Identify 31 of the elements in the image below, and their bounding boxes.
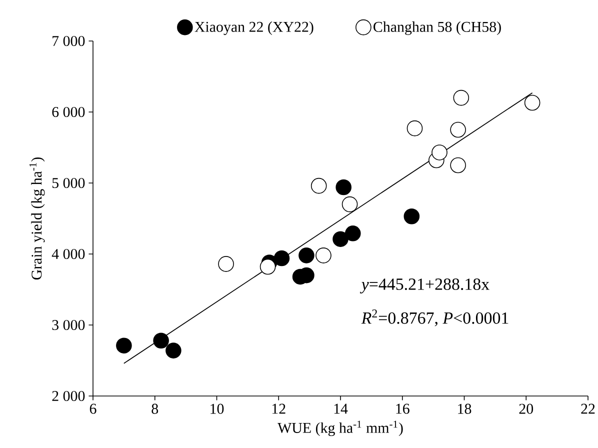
y-tick-label: 4 000: [52, 248, 85, 260]
x-axis-title: WUE (kg ha$^{-1}$ mm$^{-1}$): [278, 420, 403, 436]
x-tick-label: 12: [272, 404, 286, 414]
legend-label: Changhan 58 (CH58): [374, 21, 501, 35]
legend-label: Xiaoyan 22 (XY22): [194, 21, 314, 35]
point: [336, 179, 352, 196]
x-tick-label: 18: [458, 404, 472, 414]
annotation: R$^{2}$=0.8767, P<0.0001: [361, 310, 508, 326]
x-tick-label: 14: [334, 404, 348, 414]
y-tick-label: 2 000: [52, 390, 85, 402]
y-tick-label: 6 000: [52, 106, 85, 118]
point: [404, 208, 420, 224]
y-axis-title: Grain yield (kg ha$^{-1}$): [29, 158, 45, 280]
point: [298, 248, 314, 264]
y-tick-label: 5 000: [52, 178, 85, 188]
x-tick-label: 20: [519, 404, 534, 414]
point: [344, 226, 361, 242]
x-tick-label: 10: [210, 404, 224, 414]
point: [116, 338, 132, 354]
x-tick-label: 16: [396, 404, 410, 414]
point: [332, 231, 348, 247]
x-tick-label: 22: [581, 404, 595, 414]
y-tick-label: 7 000: [52, 36, 85, 46]
y-tick-label: 3 000: [52, 320, 85, 330]
annotation: y=445.21+288.18x: [360, 278, 490, 294]
point: [274, 250, 290, 266]
point: [166, 342, 182, 358]
point: [260, 258, 276, 275]
x-tick-label: 8: [152, 404, 158, 414]
x-tick-label: 6: [90, 404, 96, 414]
point: [153, 332, 169, 349]
